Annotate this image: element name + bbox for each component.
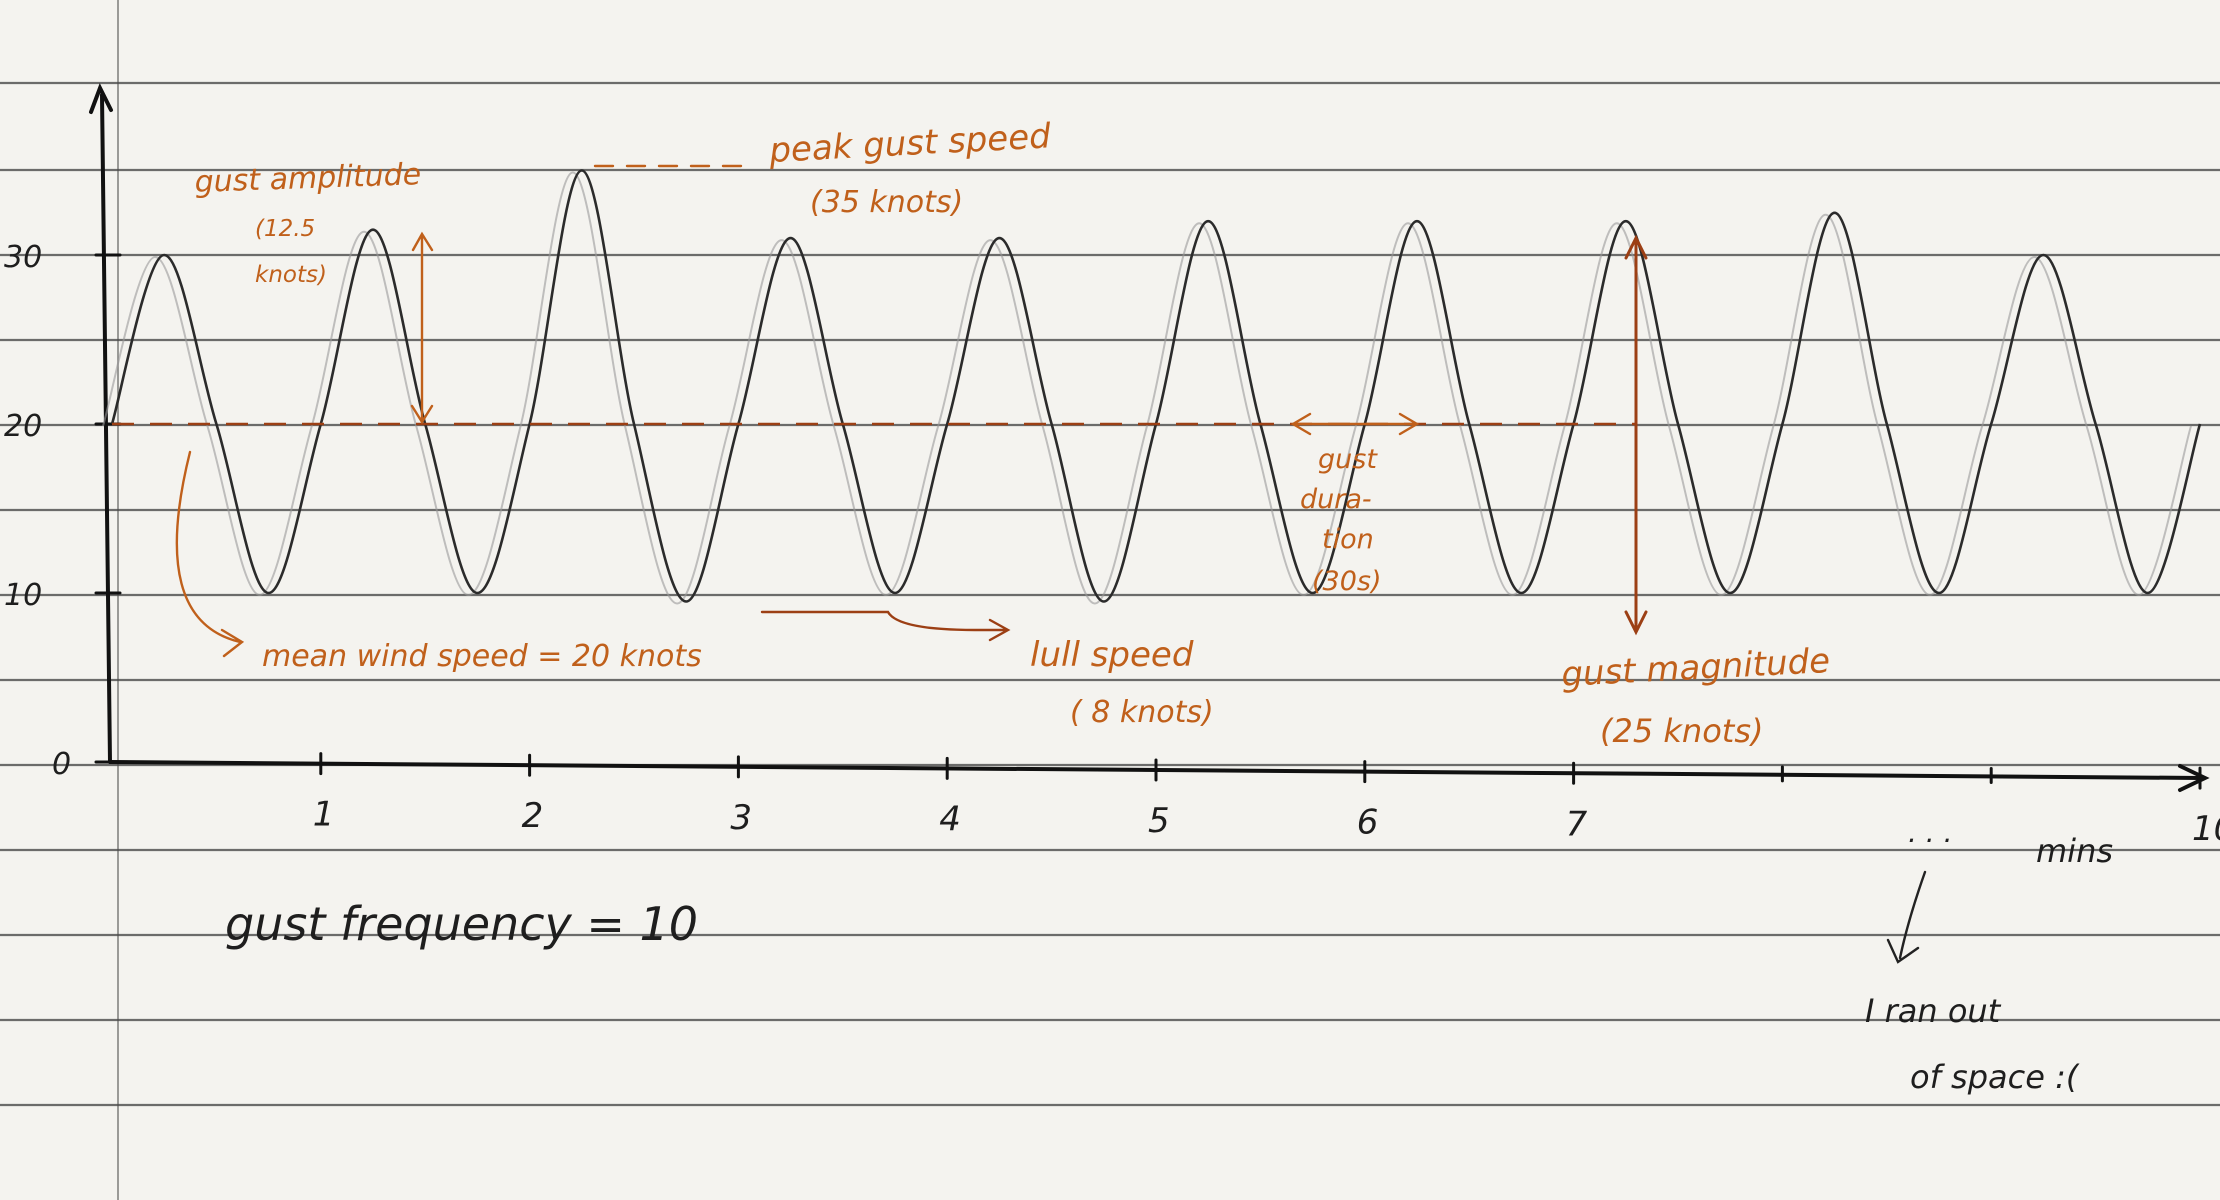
lull-leader-icon <box>760 610 1011 642</box>
wind-speed-guide-sketch <box>102 171 2192 605</box>
x-axis-label: mins <box>2036 832 2113 870</box>
x-tick-label: 1 <box>313 795 335 835</box>
gust-duration-line3: tion <box>1322 524 1374 555</box>
y-tick-label: 0 <box>52 747 71 782</box>
footnote-arrow-icon <box>1886 870 1927 964</box>
gust-magnitude-label: gust magnitude <box>1560 641 1831 695</box>
peak-gust-label: peak gust speed <box>767 116 1052 171</box>
amplitude-arrow-icon <box>410 231 434 425</box>
wind-curve-group <box>102 169 2202 605</box>
axis-ticks <box>94 253 2202 790</box>
axis-tick-labels: 1 2 3 4 5 6 7 10 mins 0 10 20 30 <box>4 240 2220 870</box>
x-tick-label: 2 <box>522 796 544 836</box>
annotation-arrows <box>175 164 1927 964</box>
x-tick-label: 3 <box>730 798 752 838</box>
x-tick-label: 5 <box>1148 801 1170 841</box>
lull-speed-label: lull speed <box>1030 635 1194 675</box>
x-axis-arrowhead <box>2178 764 2210 792</box>
duration-arrow-icon <box>1290 412 1420 436</box>
mean-wind-label: mean wind speed = 20 knots <box>262 639 702 674</box>
x-tick-label: 10 <box>2192 809 2220 849</box>
chart-axes <box>89 83 2210 792</box>
gust-amplitude-value: (12.5 <box>255 216 315 242</box>
x-tick-label: 7 <box>1566 804 1588 844</box>
y-axis-line <box>100 93 112 764</box>
mean-arrow-icon <box>175 450 245 658</box>
y-tick-label: 20 <box>4 409 42 444</box>
notebook-rule-lines <box>0 81 2220 1107</box>
axis-ellipsis: . . . <box>1908 816 1953 849</box>
peak-gust-value: (35 knots) <box>810 185 963 220</box>
y-tick-label: 10 <box>4 578 42 613</box>
lull-speed-value: ( 8 knots) <box>1070 695 1214 730</box>
gust-amplitude-unit: knots) <box>255 262 327 288</box>
gust-duration-line2: dura- <box>1300 484 1372 515</box>
gust-magnitude-value: (25 knots) <box>1600 712 1763 750</box>
x-tick-label: 4 <box>939 799 961 839</box>
wind-speed-curve <box>110 169 2202 603</box>
magnitude-arrow-icon <box>1624 234 1648 636</box>
gust-duration-value: (30s) <box>1312 566 1382 597</box>
gust-frequency-note: gust frequency = 10 <box>225 897 698 951</box>
footnote-line2: of space :( <box>1910 1058 2080 1096</box>
footnote-line1: I ran out <box>1865 992 2002 1030</box>
x-tick-label: 6 <box>1357 803 1379 843</box>
gust-duration-line1: gust <box>1318 444 1378 475</box>
gust-amplitude-label: gust amplitude <box>194 157 422 200</box>
y-axis-arrowhead <box>89 83 113 114</box>
y-tick-label: 30 <box>4 240 42 275</box>
